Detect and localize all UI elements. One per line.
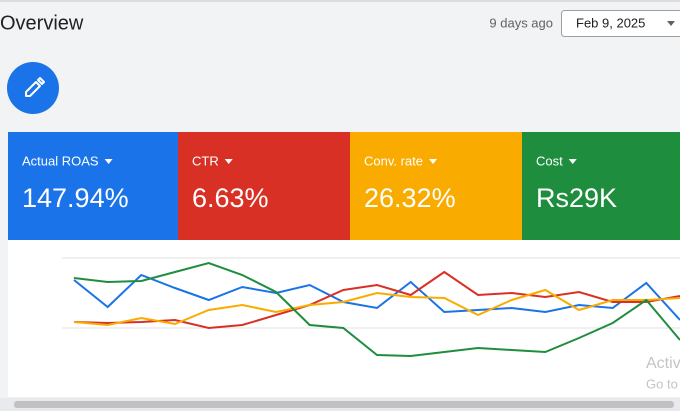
metric-value: Rs29K <box>536 183 617 213</box>
metric-caret[interactable] <box>568 159 577 164</box>
pencil-icon[interactable] <box>25 77 45 97</box>
top-border <box>0 0 680 2</box>
metric-value: 6.63% <box>192 183 269 213</box>
metric-card[interactable] <box>350 132 522 240</box>
metric-caret[interactable] <box>104 159 113 164</box>
date-picker[interactable]: Feb 9, 2025 <box>561 10 680 37</box>
watermark: Go to <box>646 376 678 391</box>
scrollbar-thumb[interactable] <box>14 401 674 408</box>
series-line <box>73 288 680 327</box>
fab[interactable] <box>7 62 59 114</box>
metric-value: 147.94% <box>22 183 129 213</box>
series-line <box>73 261 680 358</box>
metric-value: 26.32% <box>364 183 456 213</box>
metric-label[interactable]: Cost <box>536 153 563 168</box>
metric-label[interactable]: Conv. rate <box>364 153 423 168</box>
metric-label[interactable]: Actual ROAS <box>22 153 99 168</box>
metric-card[interactable] <box>178 132 350 240</box>
date-text[interactable]: Feb 9, 2025 <box>576 15 645 30</box>
metric-caret[interactable] <box>224 159 233 164</box>
metric-card[interactable] <box>8 132 178 240</box>
metric-label[interactable]: CTR <box>192 153 219 168</box>
dropdown-caret[interactable] <box>667 21 675 26</box>
date-box[interactable] <box>561 10 680 37</box>
edit-button[interactable] <box>7 62 59 114</box>
relative-date: 9 days ago <box>489 15 553 30</box>
series-line <box>73 273 680 321</box>
watermark: Activ <box>646 355 680 372</box>
page-title: Overview <box>0 12 84 34</box>
series-line <box>73 270 680 330</box>
metric-card[interactable] <box>522 132 680 240</box>
metric-caret[interactable] <box>429 159 438 164</box>
